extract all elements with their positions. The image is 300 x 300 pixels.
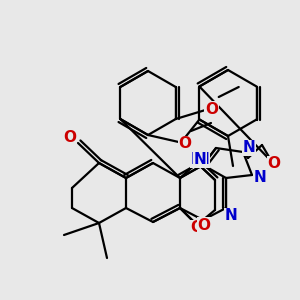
Text: O: O xyxy=(190,220,203,236)
Text: N: N xyxy=(194,152,206,166)
Text: N: N xyxy=(196,152,209,167)
Text: O: O xyxy=(197,218,211,232)
Text: O: O xyxy=(178,136,191,152)
Text: O: O xyxy=(64,130,76,146)
Text: O: O xyxy=(268,157,281,172)
Text: N: N xyxy=(225,208,237,224)
Text: N: N xyxy=(190,152,203,167)
Text: O: O xyxy=(205,101,218,116)
Text: N: N xyxy=(254,170,266,185)
Text: N: N xyxy=(243,140,255,155)
